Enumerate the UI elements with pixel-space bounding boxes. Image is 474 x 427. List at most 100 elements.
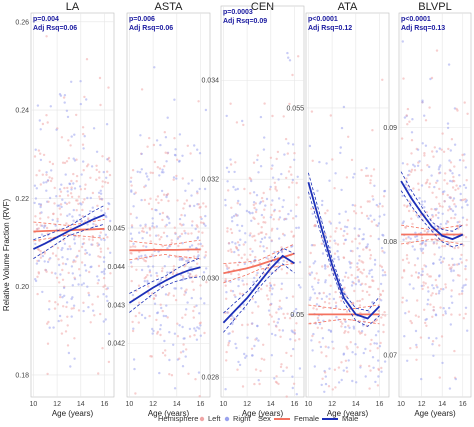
point-right <box>373 218 376 221</box>
point-left <box>256 154 259 157</box>
point-right <box>52 326 55 329</box>
point-left <box>172 178 175 181</box>
point-right <box>421 270 424 273</box>
point-left <box>39 250 42 253</box>
point-right <box>352 325 355 328</box>
point-right <box>181 154 184 157</box>
point-left <box>170 241 173 245</box>
point-left <box>435 181 438 184</box>
point-left <box>285 351 288 355</box>
point-left <box>171 272 175 276</box>
point-right <box>329 330 333 333</box>
point-left <box>170 239 173 242</box>
point-left <box>79 188 83 191</box>
point-right <box>73 187 77 190</box>
point-left <box>400 137 404 140</box>
point-right <box>133 367 136 371</box>
point-left <box>135 268 138 271</box>
point-right <box>324 279 327 282</box>
point-right <box>259 240 262 244</box>
point-left <box>142 244 145 248</box>
point-left <box>230 272 233 276</box>
point-right <box>287 56 290 59</box>
point-right <box>365 167 368 170</box>
point-right <box>287 212 290 216</box>
panel-title: BLVPL <box>418 1 451 13</box>
point-right <box>373 258 377 262</box>
point-right <box>336 250 339 253</box>
point-left <box>148 136 151 140</box>
point-right <box>335 315 338 319</box>
point-left <box>93 314 96 317</box>
point-right <box>339 146 342 149</box>
point-left <box>237 273 240 276</box>
point-left <box>313 244 316 247</box>
point-left <box>408 120 411 123</box>
x-tick-label: 12 <box>243 401 251 408</box>
point-left <box>268 188 272 191</box>
point-right <box>153 66 156 69</box>
adj-rsq: Adj Rsq=0.12 <box>308 25 352 32</box>
point-left <box>184 313 187 316</box>
point-left <box>339 320 342 323</box>
point-left <box>180 232 184 236</box>
point-left <box>254 239 257 242</box>
point-right <box>257 339 260 342</box>
point-left <box>283 217 287 221</box>
point-left <box>421 251 425 255</box>
point-right <box>187 182 190 185</box>
point-left <box>354 277 357 280</box>
point-left <box>460 292 464 295</box>
point-left <box>260 226 263 229</box>
point-left <box>41 173 44 176</box>
point-right <box>437 168 441 171</box>
point-left <box>328 220 331 223</box>
point-right <box>158 371 161 375</box>
point-left <box>410 170 413 173</box>
point-right <box>66 115 70 119</box>
point-left <box>294 339 297 342</box>
fit-line-female <box>223 252 295 275</box>
point-right <box>271 176 275 179</box>
point-right <box>203 187 207 191</box>
point-left <box>137 321 140 324</box>
point-right <box>313 260 317 263</box>
point-left <box>52 212 55 215</box>
point-left <box>204 205 208 208</box>
point-right <box>178 324 181 327</box>
point-left <box>286 312 289 315</box>
point-left <box>165 193 169 197</box>
point-right <box>414 235 417 238</box>
fit-line-male <box>222 254 295 324</box>
point-right <box>451 172 454 175</box>
point-right <box>295 393 298 396</box>
point-right <box>233 170 236 174</box>
point-left <box>140 88 144 91</box>
point-right <box>34 148 37 151</box>
point-right <box>198 187 201 191</box>
point-right <box>442 257 446 260</box>
point-right <box>164 293 168 296</box>
point-left <box>419 336 423 339</box>
point-right <box>100 209 103 212</box>
point-left <box>272 320 276 323</box>
y-tick-label: 0.030 <box>201 276 219 283</box>
point-right <box>231 220 234 223</box>
point-right <box>282 369 285 373</box>
point-left <box>149 240 152 243</box>
point-right <box>237 248 240 252</box>
point-right <box>78 274 82 277</box>
point-left <box>423 152 426 155</box>
point-left <box>227 341 230 345</box>
point-left <box>274 187 277 191</box>
point-right <box>105 295 108 298</box>
point-left <box>199 215 202 219</box>
point-left <box>360 282 364 285</box>
point-right <box>165 223 168 227</box>
point-left <box>65 160 69 163</box>
point-right <box>224 198 227 202</box>
point-right <box>256 271 259 275</box>
point-left <box>148 234 152 237</box>
